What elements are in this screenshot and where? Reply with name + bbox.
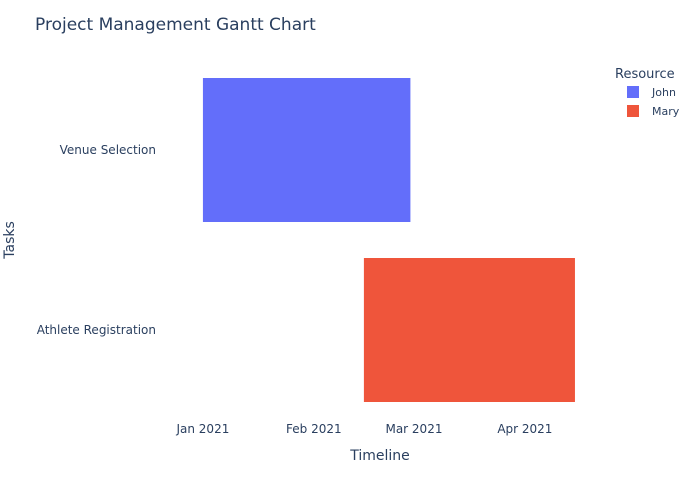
gantt-bar-venue-selection[interactable] bbox=[202, 78, 411, 222]
x-axis-title: Timeline bbox=[349, 448, 410, 464]
legend-swatch[interactable] bbox=[627, 86, 639, 98]
legend-swatch[interactable] bbox=[627, 105, 639, 117]
y-axis-title: Tasks bbox=[2, 221, 18, 260]
chart-title: Project Management Gantt Chart bbox=[35, 15, 316, 35]
x-tick-label: Mar 2021 bbox=[385, 422, 442, 436]
legend[interactable]: Resource John Mary bbox=[615, 67, 680, 118]
gantt-bar-athlete-registration[interactable] bbox=[363, 258, 575, 402]
legend-label[interactable]: John bbox=[651, 86, 676, 99]
bars-group bbox=[202, 78, 575, 402]
x-tick-label: Feb 2021 bbox=[286, 422, 342, 436]
legend-label[interactable]: Mary bbox=[652, 105, 680, 118]
y-tick-labels: Venue Selection Athlete Registration bbox=[37, 143, 156, 337]
x-tick-label: Apr 2021 bbox=[497, 422, 552, 436]
y-tick-label: Venue Selection bbox=[60, 143, 156, 157]
y-tick-label: Athlete Registration bbox=[37, 323, 156, 337]
x-tick-label: Jan 2021 bbox=[175, 422, 229, 436]
x-tick-labels: Jan 2021 Feb 2021 Mar 2021 Apr 2021 bbox=[175, 422, 552, 436]
legend-title: Resource bbox=[615, 67, 675, 82]
